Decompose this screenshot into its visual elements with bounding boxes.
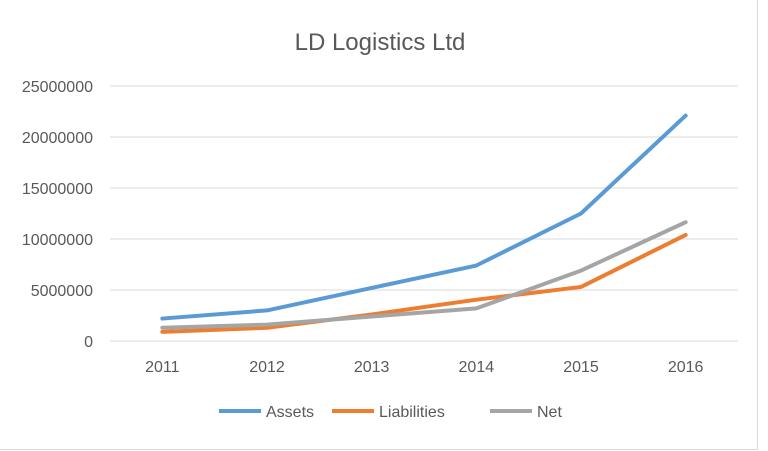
chart-title: LD Logistics Ltd (295, 29, 466, 56)
legend-label: Liabilities (379, 404, 445, 421)
x-tick-label: 2011 (145, 359, 180, 376)
x-tick-label: 2014 (459, 359, 495, 376)
legend-label: Net (537, 404, 562, 421)
series-line-net (160, 220, 688, 330)
series-line-assets (160, 113, 688, 321)
x-tick-label: 2013 (354, 359, 390, 376)
y-tick-label: 0 (84, 334, 93, 351)
y-tick-label: 15000000 (22, 181, 93, 198)
legend-item-assets[interactable]: Assets (219, 404, 314, 421)
legend-item-net[interactable]: Net (490, 404, 562, 421)
y-tick-label: 10000000 (22, 232, 93, 249)
x-tick-label: 2016 (668, 359, 704, 376)
x-tick-label: 2012 (249, 359, 285, 376)
y-tick-label: 5000000 (31, 283, 93, 300)
legend-label: Assets (266, 404, 314, 421)
legend-item-liabilities[interactable]: Liabilities (332, 404, 445, 421)
x-tick-label: 2015 (563, 359, 599, 376)
y-tick-label: 20000000 (22, 130, 93, 147)
series-line-liabilities (160, 232, 688, 334)
y-tick-label: 25000000 (22, 79, 93, 96)
